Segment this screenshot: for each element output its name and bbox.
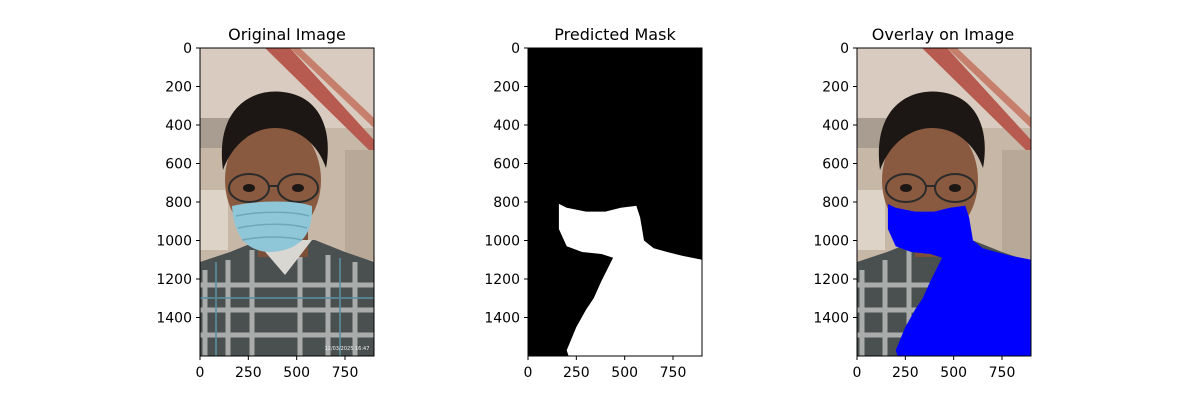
y-tick-label: 1200 [484,272,520,288]
x-tick-label: 750 [332,365,359,381]
y-ticks: 0 200 400 600 800 1000 1200 1400 [156,41,200,327]
panel-title: Overlay on Image [872,25,1014,44]
y-tick-label: 1400 [484,311,520,327]
y-tick-label: 200 [493,80,520,96]
y-tick-label: 1000 [813,234,849,250]
y-tick-label: 800 [493,195,520,211]
x-tick-label: 0 [853,365,862,381]
y-ticks: 0 200 400 600 800 1000 1200 1400 [484,41,528,327]
y-tick-label: 400 [165,118,192,134]
x-tick-label: 250 [563,365,590,381]
y-tick-label: 1200 [813,272,849,288]
y-tick-label: 400 [822,118,849,134]
original-photo: 12/03/2025 16:47 [200,48,374,356]
y-tick-label: 200 [822,80,849,96]
photo-scene [200,48,374,356]
photo-timestamp: 12/03/2025 16:47 [325,346,370,352]
overlay-photo [857,48,1031,356]
x-tick-label: 750 [989,365,1016,381]
x-tick-label: 750 [660,365,687,381]
y-tick-label: 400 [493,118,520,134]
y-tick-label: 1200 [156,272,192,288]
x-ticks: 0 250 500 750 [524,356,687,381]
x-tick-label: 500 [283,365,310,381]
overlay-region [887,203,1031,356]
panel-original: Original Image [156,25,375,381]
y-tick-label: 1000 [156,234,192,250]
y-tick-label: 0 [511,41,520,57]
x-tick-label: 500 [611,365,638,381]
y-tick-label: 600 [493,157,520,173]
y-tick-label: 600 [822,157,849,173]
x-ticks: 0 250 500 750 [853,356,1016,381]
x-tick-label: 0 [196,365,205,381]
y-tick-label: 1400 [813,311,849,327]
x-ticks: 0 250 500 750 [196,356,359,381]
y-tick-label: 600 [165,157,192,173]
y-tick-label: 800 [165,195,192,211]
y-tick-label: 800 [822,195,849,211]
y-tick-label: 200 [165,80,192,96]
y-tick-label: 0 [183,41,192,57]
x-tick-label: 250 [235,365,262,381]
panel-overlay: Overlay on Image [813,25,1032,381]
y-tick-label: 1400 [156,311,192,327]
panel-title: Original Image [228,25,346,44]
panel-mask: Predicted Mask 0 200 400 600 800 1000 1200 1400… [484,25,703,381]
y-tick-label: 1000 [484,234,520,250]
x-tick-label: 500 [940,365,967,381]
y-tick-label: 0 [840,41,849,57]
mask-region [558,203,702,356]
panel-title: Predicted Mask [554,25,676,44]
y-ticks: 0 200 400 600 800 1000 1200 1400 [813,41,857,327]
x-tick-label: 0 [524,365,533,381]
x-tick-label: 250 [892,365,919,381]
